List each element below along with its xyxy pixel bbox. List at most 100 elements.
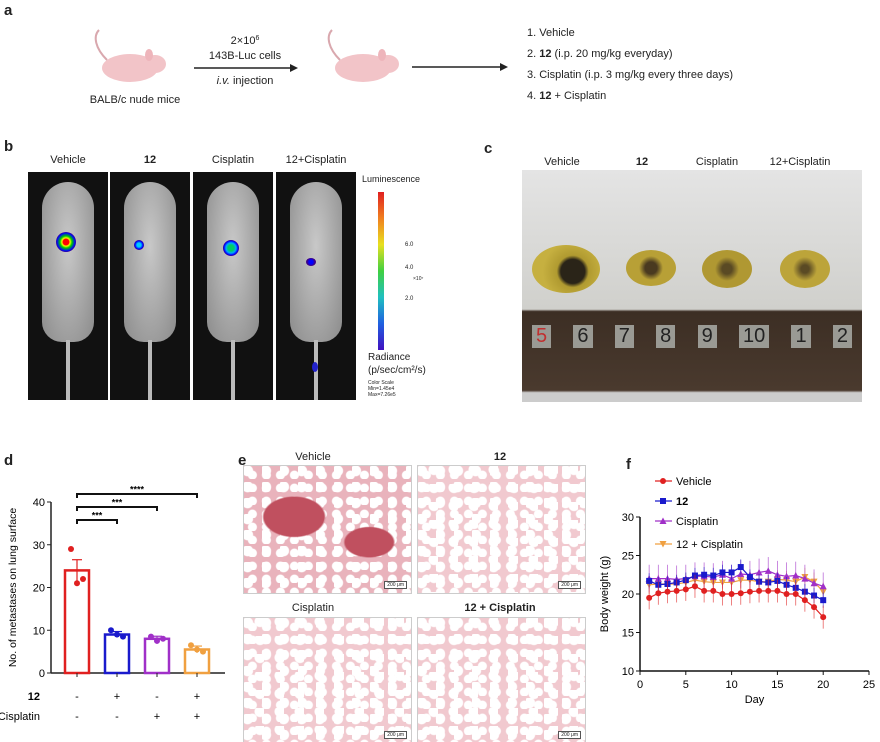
- data-point: [664, 588, 671, 595]
- ivis-image-12: [110, 172, 190, 400]
- mice-strain-label: BALB/c nude mice: [89, 94, 181, 106]
- significance-label: ***: [112, 498, 123, 508]
- data-point: [755, 568, 763, 576]
- ivis-column-title: Vehicle: [50, 154, 86, 166]
- data-point: [737, 564, 744, 571]
- treatment-12-sign: -: [155, 691, 159, 703]
- lung-cisplatin: [702, 250, 752, 288]
- data-point: [783, 591, 790, 597]
- data-point: [200, 648, 206, 655]
- data-point: [74, 580, 80, 587]
- lung-combo: [780, 250, 830, 288]
- histology-title: Cisplatin: [291, 602, 335, 614]
- x-tick-label: 0: [637, 679, 643, 691]
- histology-title: 12 + Cisplatin: [464, 602, 536, 614]
- cell-count: 2×106: [230, 35, 260, 47]
- panel-b-label: b: [4, 138, 14, 155]
- data-point: [68, 546, 74, 553]
- histology-cisplatin: 200 μm: [243, 617, 412, 742]
- data-point: [148, 633, 154, 640]
- ivis-column-title: 12: [143, 154, 157, 166]
- y-tick-label: 10: [622, 666, 634, 678]
- mouse-icon: [94, 29, 166, 82]
- data-point: [719, 591, 726, 597]
- data-point: [160, 635, 166, 642]
- treatment-group: 4. 12 + Cisplatin: [527, 90, 607, 102]
- legend-label: Cisplatin: [676, 516, 718, 528]
- lung-column-title: Vehicle: [544, 156, 580, 168]
- scale-bar: 200 μm: [558, 731, 581, 739]
- arrow-icon: [194, 64, 298, 72]
- data-point: [774, 587, 781, 594]
- data-point: [120, 633, 126, 640]
- data-point: [811, 592, 818, 599]
- y-tick-label: 0: [39, 668, 45, 680]
- y-tick-label: 20: [622, 589, 634, 601]
- treatment-12-sign: +: [194, 691, 200, 703]
- ruler-number: 9: [697, 325, 717, 348]
- data-point: [783, 572, 791, 580]
- significance-label: ***: [92, 511, 103, 521]
- data-point: [691, 583, 698, 590]
- data-point: [792, 572, 800, 579]
- y-tick-label: 15: [622, 628, 634, 640]
- colorbar-tick: 4.0: [405, 265, 414, 271]
- treatment-cisplatin-sign: +: [154, 711, 160, 723]
- data-point: [746, 588, 753, 595]
- treatment-cisplatin-sign: -: [75, 711, 79, 723]
- treatment-group: 3. Cisplatin (i.p. 3 mg/kg every three d…: [527, 69, 734, 81]
- y-tick-label: 30: [622, 512, 634, 524]
- scale-bar: 200 μm: [384, 581, 407, 589]
- data-point: [820, 614, 827, 621]
- ruler-number: 2: [832, 325, 852, 348]
- radiance-units: (p/sec/cm²/s): [368, 365, 426, 376]
- colorbar-multiplier: ×10⁷: [413, 276, 424, 282]
- y-axis-label: Body weight (g): [599, 556, 611, 632]
- data-point: [764, 567, 772, 574]
- ruler-number: 7: [614, 325, 634, 348]
- ruler-number: 1: [791, 325, 811, 348]
- lung-column-title: 12+Cisplatin: [769, 156, 831, 168]
- y-tick-label: 40: [33, 497, 45, 509]
- treatment-cisplatin-sign: -: [115, 711, 119, 723]
- ivis-image-combo: [276, 172, 356, 400]
- ivis-image-vehicle: [28, 172, 108, 400]
- data-point: [108, 627, 114, 634]
- histology-title: 12: [493, 451, 507, 463]
- panel-c-label: c: [484, 140, 493, 157]
- y-tick-label: 10: [33, 625, 45, 637]
- body-weight-line-chart: 10 15 20 25 30 0 5 10 15 20 25 Day Body weight (g) Ve…: [599, 476, 875, 706]
- x-axis-label: Day: [745, 694, 765, 706]
- data-point: [801, 597, 808, 604]
- colorbar-title: Luminescence: [362, 174, 421, 184]
- histology-vehicle: 200 μm: [243, 465, 412, 594]
- data-point: [646, 594, 653, 601]
- data-point: [756, 587, 763, 594]
- row-label-12: 12: [28, 691, 40, 703]
- data-point: [114, 631, 120, 638]
- y-tick-label: 20: [33, 583, 45, 595]
- color-scale-info: Color Scale Min=1.45e4 Max=7.26e5: [368, 380, 396, 398]
- treatment-groups-list: 1. Vehicle 2. 12 (i.p. 20 mg/kg everyday…: [527, 27, 733, 111]
- data-point: [737, 590, 744, 597]
- data-point: [819, 582, 827, 590]
- data-point: [701, 587, 708, 594]
- ruler-number: 5: [532, 325, 552, 348]
- data-point: [646, 577, 653, 584]
- significance-bracket: [76, 493, 198, 498]
- y-axis-label: No. of metastases on lung surface: [7, 508, 19, 667]
- colorbar-tick: 6.0: [405, 242, 414, 248]
- row-label-cisplatin: Cisplatin: [0, 711, 40, 723]
- legend-marker: [659, 541, 667, 548]
- data-point: [154, 637, 160, 644]
- ivis-column-title: Cisplatin: [211, 154, 255, 166]
- data-point: [701, 571, 708, 578]
- data-point: [80, 575, 86, 582]
- histology-12: 200 μm: [417, 465, 586, 594]
- data-point: [188, 642, 194, 649]
- bar: [103, 633, 131, 675]
- colorbar: [378, 192, 384, 350]
- data-point: [710, 587, 717, 594]
